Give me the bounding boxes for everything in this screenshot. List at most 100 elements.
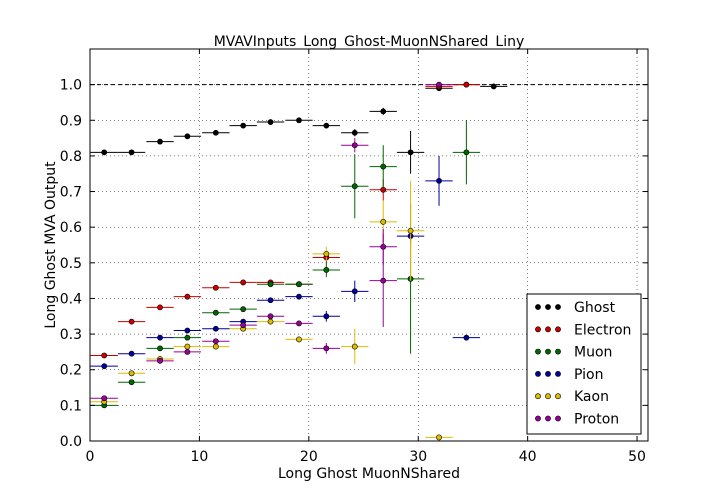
legend-entry-muon: Muon	[535, 345, 612, 361]
legend-label: Pion	[574, 367, 603, 383]
data-point	[267, 119, 274, 125]
legend-marker	[555, 304, 561, 310]
x-tick-label: 30	[409, 449, 427, 465]
legend-marker	[555, 393, 561, 400]
data-point	[267, 313, 274, 320]
data-point	[351, 142, 358, 149]
data-point	[351, 343, 358, 350]
data-point	[128, 370, 135, 377]
legend-box	[526, 293, 642, 435]
data-point	[184, 293, 191, 300]
x-tick-label: 0	[86, 449, 95, 465]
legend-marker	[545, 326, 551, 333]
legend-marker	[535, 326, 541, 333]
series-ghost	[90, 81, 508, 174]
y-tick-label: 0.6	[60, 220, 82, 236]
data-point	[267, 297, 274, 304]
data-point	[157, 357, 163, 364]
data-point	[240, 279, 247, 286]
legend-label: Proton	[574, 412, 619, 428]
data-point	[267, 318, 274, 325]
x-tick-label: 50	[628, 449, 646, 465]
legend-marker	[535, 393, 541, 400]
data-point	[323, 345, 330, 352]
x-tick-label: 10	[190, 449, 208, 465]
data-point	[212, 338, 219, 345]
legend-marker	[535, 348, 541, 355]
data-point	[184, 334, 191, 341]
data-point	[436, 177, 442, 184]
data-point	[212, 325, 219, 332]
data-point	[463, 149, 470, 156]
data-point	[407, 149, 414, 156]
legend-label: Ghost	[574, 300, 616, 316]
data-point	[212, 309, 219, 316]
data-point	[240, 322, 247, 329]
data-point	[212, 343, 219, 350]
data-point	[296, 117, 302, 124]
x-tick-label: 20	[300, 449, 318, 465]
data-series	[90, 81, 508, 441]
data-point	[212, 129, 219, 136]
legend-marker	[555, 326, 561, 333]
data-point	[380, 163, 387, 170]
data-point	[463, 334, 470, 341]
series-muon	[90, 120, 481, 409]
data-point	[240, 122, 247, 129]
legend-entry-proton: Proton	[535, 412, 619, 428]
data-point	[267, 281, 274, 288]
data-point	[128, 318, 135, 325]
legend-marker	[545, 415, 551, 422]
series-kaon	[90, 180, 453, 441]
legend-marker	[555, 415, 561, 422]
data-point	[436, 434, 442, 441]
data-point	[212, 284, 219, 291]
legend-entry-kaon: Kaon	[535, 389, 609, 405]
data-point	[351, 288, 358, 295]
legend-entry-ghost: Ghost	[535, 300, 616, 316]
data-point	[296, 281, 302, 288]
legend-marker	[545, 393, 551, 400]
plot-frame	[89, 48, 649, 442]
data-point	[101, 395, 108, 402]
data-point	[101, 149, 108, 156]
x-tick-label: 40	[519, 449, 537, 465]
y-tick-label: 0.5	[60, 256, 82, 272]
data-point	[157, 138, 163, 145]
series-proton	[90, 81, 453, 402]
legend-entry-electron: Electron	[535, 322, 631, 338]
data-point	[157, 334, 163, 341]
legend-label: Electron	[574, 322, 631, 338]
data-point	[436, 81, 442, 88]
legend-label: Muon	[574, 345, 612, 361]
data-point	[240, 306, 247, 313]
legend-marker	[535, 370, 541, 377]
y-tick-label: 0.2	[60, 363, 82, 379]
data-point	[407, 227, 414, 234]
data-point	[184, 349, 191, 355]
data-point	[296, 293, 302, 300]
data-point	[296, 320, 302, 327]
data-point	[184, 327, 191, 334]
data-point	[323, 251, 330, 257]
y-tick-label: 0.7	[60, 185, 82, 201]
data-point	[157, 304, 163, 311]
legend: Ghost Electron Muon Pion Kaon Proton	[526, 293, 642, 435]
legend-marker	[545, 304, 551, 310]
y-tick-label: 0.4	[60, 291, 82, 307]
y-tick-label: 0.3	[60, 327, 82, 343]
data-point	[296, 336, 302, 343]
legend-marker	[545, 348, 551, 355]
y-axis-label: Long Ghost MVA Output	[43, 161, 59, 329]
data-point	[380, 108, 387, 115]
data-point	[101, 352, 108, 359]
data-point	[101, 363, 108, 370]
chart-title: MVAVInputs_Long_Ghost-MuonNShared_Liny	[214, 34, 525, 50]
data-point	[380, 277, 387, 284]
data-point	[463, 81, 470, 88]
x-axis-label: Long Ghost MuonNShared	[278, 466, 460, 482]
data-point	[351, 183, 358, 190]
y-tick-label: 0.8	[60, 149, 82, 165]
data-point	[184, 343, 191, 350]
